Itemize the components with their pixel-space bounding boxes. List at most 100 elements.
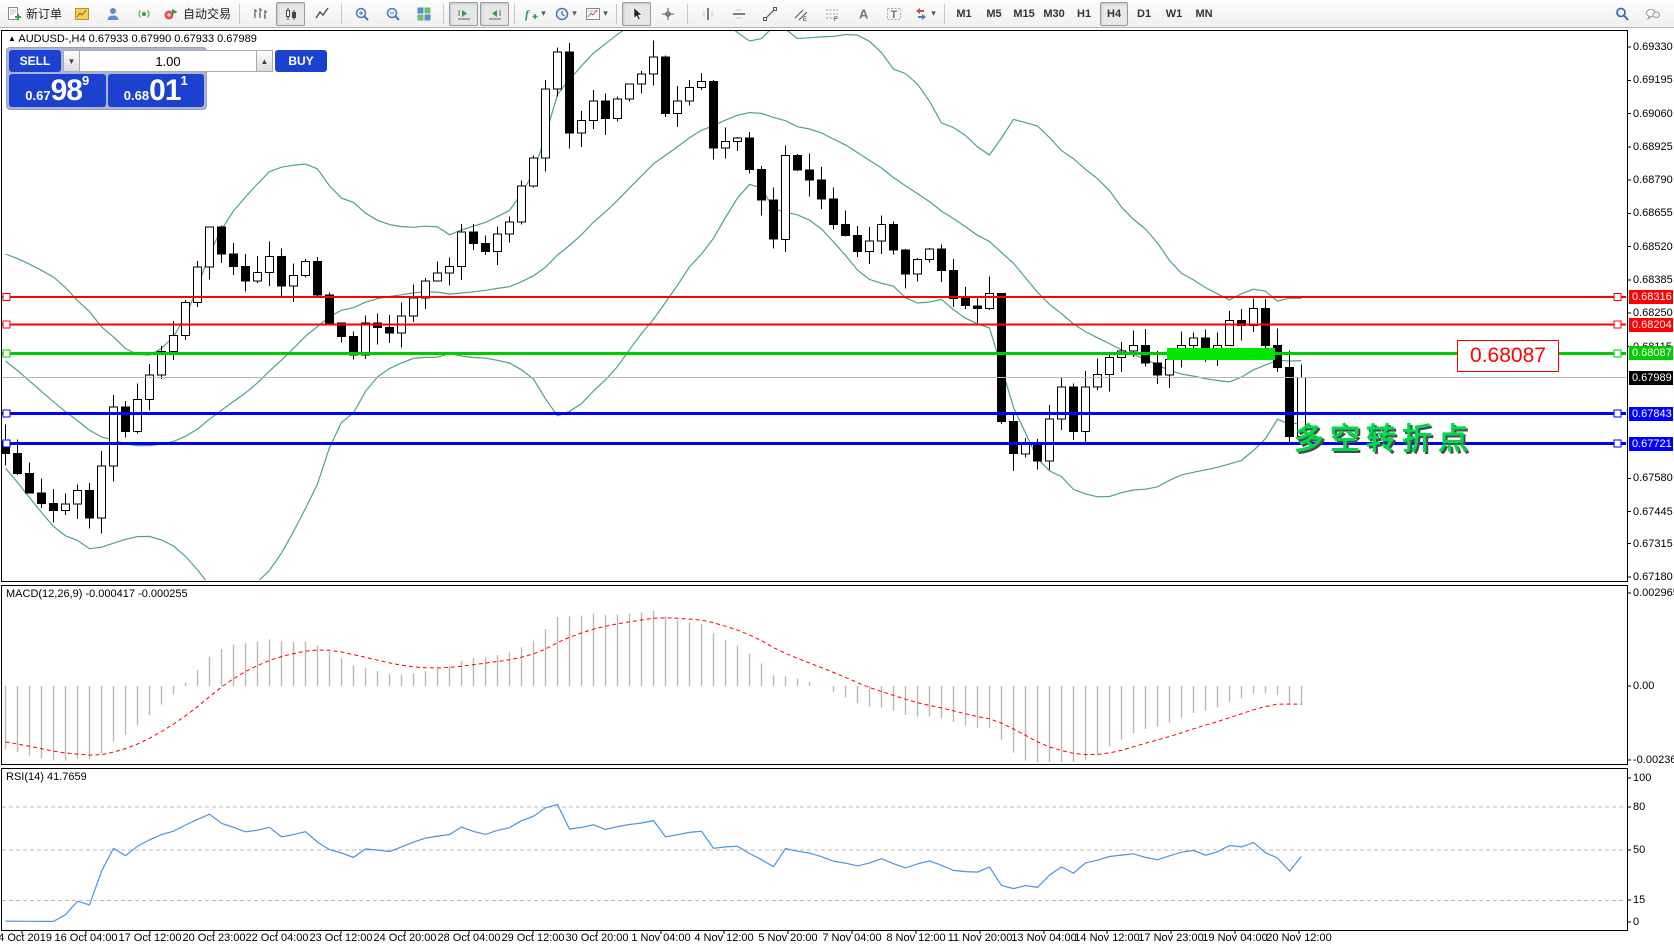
autotrading-button[interactable]: 自动交易 (160, 2, 234, 26)
time-axis-label[interactable]: 14 Nov 12:00 (1074, 932, 1140, 944)
timeframe-h1-button[interactable]: H1 (1077, 7, 1092, 20)
level-price-label[interactable]: 0.68316 (1629, 289, 1673, 304)
volume-increase-button[interactable]: ▲ (256, 50, 273, 72)
time-axis-label[interactable]: 17 Oct 12:00 (118, 932, 182, 944)
cursor-button[interactable] (622, 1, 652, 26)
timeframe-w1-button[interactable]: W1 (1165, 7, 1183, 20)
tile-windows-icon (417, 7, 431, 20)
timeframe-m15-button[interactable]: M15 (1013, 7, 1035, 20)
level-line-0.68316[interactable] (2, 292, 1626, 301)
indicators-button[interactable]: f ▾ (520, 2, 549, 26)
sell-price-point: 9 (81, 73, 90, 88)
level-price-label[interactable]: 0.68204 (1629, 317, 1673, 332)
trendline-button[interactable] (755, 2, 784, 26)
time-axis-label[interactable]: 7 Nov 04:00 (822, 932, 882, 944)
svg-text:f: f (525, 7, 530, 21)
autotrading-label: 自动交易 (183, 7, 232, 21)
chart-window-button[interactable] (67, 2, 96, 26)
buy-price-point: 1 (180, 73, 188, 88)
periods-button[interactable]: ▾ (551, 2, 580, 26)
time-axis-label[interactable]: 28 Oct 04:00 (437, 932, 501, 944)
time-axis-label[interactable]: 22 Oct 04:00 (245, 932, 309, 944)
time-axis-label[interactable]: 23 Oct 12:00 (309, 932, 373, 944)
zoom-out-button[interactable] (378, 2, 407, 26)
vertical-line-button[interactable] (693, 2, 722, 26)
timeframe-d1-button[interactable]: D1 (1137, 7, 1152, 20)
bid-price-label: 0.67989 (1629, 370, 1673, 385)
timeframe-mn-button[interactable]: MN (1195, 7, 1213, 20)
sell-button[interactable]: SELL (9, 50, 61, 72)
time-axis-label[interactable]: 24 Oct 20:00 (373, 932, 437, 944)
time-axis-label[interactable]: 5 Nov 20:00 (758, 932, 818, 944)
volume-input[interactable] (80, 50, 256, 72)
crosshair-button[interactable] (653, 2, 682, 26)
level-price-label[interactable]: 0.67843 (1629, 406, 1673, 421)
zoom-in-button[interactable] (347, 2, 376, 26)
profile-button[interactable] (98, 2, 127, 26)
candlestick-button[interactable] (276, 1, 306, 26)
highlight-zone[interactable] (1167, 348, 1275, 360)
time-axis-label[interactable]: 8 Nov 12:00 (886, 932, 946, 944)
main-pane[interactable] (1, 30, 1628, 582)
dropdown-caret-icon[interactable]: ▾ (572, 8, 577, 18)
arrows-button[interactable]: ▾ (910, 2, 939, 26)
buy-button[interactable]: BUY (275, 50, 327, 72)
search-button[interactable] (1607, 2, 1636, 26)
price-axis-tick: 0.68655 (1633, 207, 1673, 220)
level-line-0.67721[interactable] (2, 439, 1626, 448)
sell-price-button[interactable]: 0.67 98 9 (9, 74, 106, 107)
time-axis-label[interactable]: 11 Nov 20:00 (947, 932, 1013, 944)
time-axis-label[interactable]: 1 Nov 04:00 (631, 932, 691, 944)
line-chart-button[interactable] (307, 2, 336, 26)
new-order-button[interactable]: 新订单 (3, 2, 65, 26)
signals-button[interactable] (129, 2, 158, 26)
level-line-0.68204[interactable] (2, 320, 1626, 329)
time-axis-label[interactable]: 4 Nov 12:00 (694, 932, 754, 944)
time-axis-label[interactable]: 16 Oct 04:00 (54, 932, 118, 944)
templates-button[interactable]: ▾ (582, 2, 611, 26)
bar-chart-button[interactable] (245, 2, 274, 26)
profile-icon (107, 7, 119, 20)
buy-price-button[interactable]: 0.68 01 1 (107, 73, 204, 107)
horizontal-line-button[interactable] (724, 2, 753, 26)
volume-decrease-button[interactable]: ▼ (63, 50, 80, 72)
level-price-label[interactable]: 0.67721 (1629, 436, 1673, 451)
macd-pane[interactable] (1, 585, 1628, 765)
axis-ticks (21, 46, 1631, 934)
annotation-note[interactable]: 多空转折点 (1294, 423, 1474, 456)
fibonacci-button[interactable]: F (817, 2, 846, 26)
chart-shift-button[interactable] (480, 1, 510, 26)
timeframe-m30-button[interactable]: M30 (1043, 7, 1065, 20)
sell-price-pips: 98 (50, 74, 83, 107)
text-label-button[interactable]: T (879, 2, 908, 26)
dropdown-caret-icon[interactable]: ▾ (603, 8, 608, 18)
svg-text:T: T (890, 9, 897, 21)
level-line-0.67843[interactable] (2, 409, 1626, 418)
time-axis-label[interactable]: 17 Nov 23:00 (1138, 932, 1204, 944)
dropdown-caret-icon[interactable]: ▾ (541, 8, 546, 18)
text-button[interactable]: A (848, 2, 877, 26)
buy-price-major: 0.68 (123, 88, 150, 103)
collapse-arrow-icon[interactable]: ▲ (8, 34, 16, 43)
time-axis-label[interactable]: 13 Nov 04:00 (1011, 932, 1077, 944)
timeframe-h4-button[interactable]: H4 (1100, 1, 1129, 26)
time-axis-label[interactable]: 20 Nov 12:00 (1266, 932, 1332, 944)
chat-button[interactable] (1638, 2, 1667, 26)
tile-windows-button[interactable] (409, 2, 438, 26)
time-axis-label[interactable]: 19 Nov 04:00 (1202, 932, 1268, 944)
dropdown-caret-icon[interactable]: ▾ (931, 8, 936, 18)
sell-price-major: 0.67 (25, 88, 51, 103)
time-axis-label[interactable]: 14 Oct 2019 (0, 932, 52, 944)
level-price-label[interactable]: 0.68087 (1629, 346, 1673, 361)
time-axis-label[interactable]: 30 Oct 20:00 (565, 932, 629, 944)
auto-scroll-button[interactable] (449, 1, 479, 26)
equidistant-channel-button[interactable]: E (786, 2, 815, 26)
time-axis-label[interactable]: 20 Oct 23:00 (182, 932, 246, 944)
equidistant-channel-icon: E (794, 9, 807, 22)
timeframe-m5-button[interactable]: M5 (986, 7, 1002, 20)
level-line-0.68087[interactable] (2, 349, 1626, 358)
price-callout-box[interactable]: 0.68087 (1457, 340, 1559, 372)
time-axis-label[interactable]: 29 Oct 12:00 (501, 932, 565, 944)
timeframe-m1-button[interactable]: M1 (956, 7, 972, 20)
